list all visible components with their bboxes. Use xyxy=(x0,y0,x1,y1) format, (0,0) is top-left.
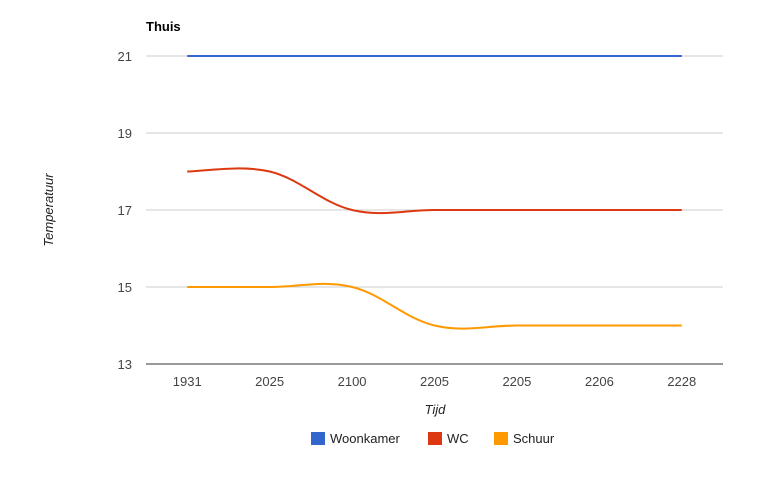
legend-swatch xyxy=(494,432,508,445)
x-tick-label: 2205 xyxy=(420,374,449,389)
y-axis-ticks: 13 15 17 19 21 xyxy=(118,49,132,372)
legend-label: Schuur xyxy=(513,431,555,446)
y-axis-title: Temperatuur xyxy=(41,173,56,247)
x-tick-label: 2228 xyxy=(667,374,696,389)
x-tick-label: 2206 xyxy=(585,374,614,389)
series-line-schuur xyxy=(187,282,682,330)
y-tick-label: 15 xyxy=(118,280,132,295)
x-tick-label: 2205 xyxy=(502,374,531,389)
x-tick-label: 2100 xyxy=(338,374,367,389)
y-tick-label: 13 xyxy=(118,357,132,372)
x-tick-label: 2025 xyxy=(255,374,284,389)
series-line-wc xyxy=(187,167,682,215)
chart-title: Thuis xyxy=(146,19,181,34)
x-axis-ticks: 1931 2025 2100 2205 2205 2206 2228 xyxy=(173,374,696,389)
gridlines xyxy=(146,55,723,288)
y-tick-label: 17 xyxy=(118,203,132,218)
y-tick-label: 21 xyxy=(118,49,132,64)
y-tick-label: 19 xyxy=(118,126,132,141)
x-tick-label: 1931 xyxy=(173,374,202,389)
series-lines xyxy=(187,54,682,330)
legend-label: WC xyxy=(447,431,469,446)
legend-swatch xyxy=(311,432,325,445)
legend: Woonkamer WC Schuur xyxy=(311,431,555,446)
legend-swatch xyxy=(428,432,442,445)
x-axis-title: Tijd xyxy=(425,402,447,417)
legend-label: Woonkamer xyxy=(330,431,401,446)
